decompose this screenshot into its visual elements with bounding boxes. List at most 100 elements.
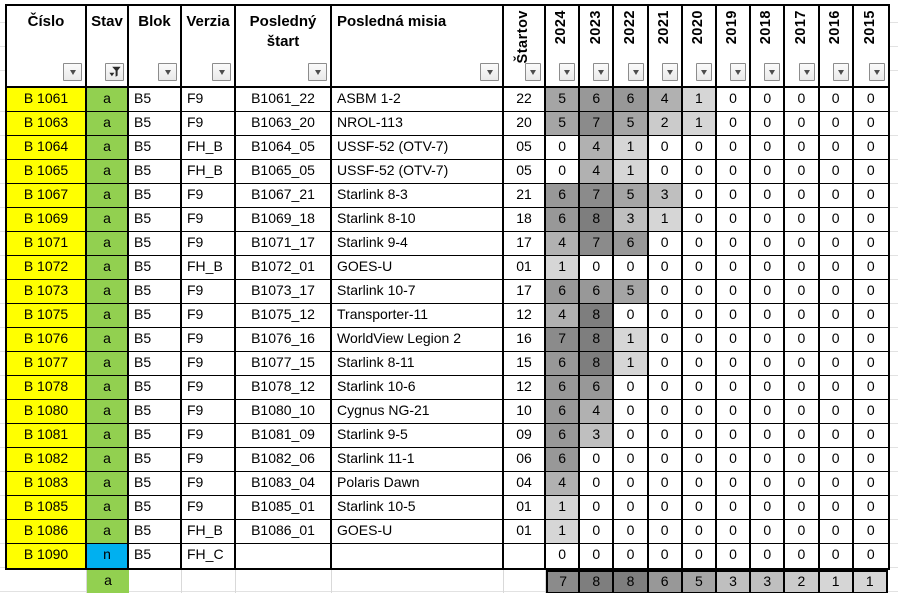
cell-year-2024[interactable]: 6: [546, 208, 581, 232]
cell-last-launch[interactable]: B1063_20: [236, 112, 332, 136]
cell-year-2020[interactable]: 0: [682, 280, 717, 304]
cell-year-2018[interactable]: 0: [751, 496, 786, 520]
cell-last-mission[interactable]: USSF-52 (OTV-7): [332, 160, 504, 184]
summary-stav-cell[interactable]: a: [87, 570, 129, 593]
cell-year-2024[interactable]: 7: [546, 328, 581, 352]
cell-launch-count[interactable]: 21: [504, 184, 546, 208]
cell-stav[interactable]: a: [87, 112, 129, 136]
cell-year-2015[interactable]: 0: [853, 496, 888, 520]
cell-blok[interactable]: B5: [129, 496, 182, 520]
cell-year-2020[interactable]: 0: [682, 424, 717, 448]
cell-stav[interactable]: a: [87, 208, 129, 232]
cell-year-2016[interactable]: 0: [819, 376, 854, 400]
cell-last-mission[interactable]: Starlink 8-3: [332, 184, 504, 208]
cell-launch-count[interactable]: 12: [504, 376, 546, 400]
cell-year-2020[interactable]: 0: [682, 232, 717, 256]
cell-blok[interactable]: B5: [129, 328, 182, 352]
cell-year-2019[interactable]: 0: [716, 136, 752, 160]
cell-year-2019[interactable]: 0: [716, 184, 752, 208]
column-header-year-2024[interactable]: 2024: [546, 6, 581, 88]
cell-launch-count[interactable]: 06: [504, 448, 546, 472]
cell-year-2022[interactable]: 6: [614, 88, 649, 112]
cell-stav[interactable]: a: [87, 88, 129, 112]
cell-year-2018[interactable]: 0: [751, 544, 786, 568]
cell-year-2015[interactable]: 0: [853, 88, 888, 112]
cell-launch-count[interactable]: 04: [504, 472, 546, 496]
cell-last-launch[interactable]: B1076_16: [236, 328, 332, 352]
cell-blok[interactable]: B5: [129, 376, 182, 400]
cell-last-mission[interactable]: Starlink 9-5: [332, 424, 504, 448]
cell-year-2024[interactable]: 6: [546, 448, 581, 472]
cell-stav[interactable]: a: [87, 232, 129, 256]
cell-year-2017[interactable]: 0: [785, 184, 820, 208]
cell-year-2020[interactable]: 1: [682, 112, 717, 136]
cell-cislo[interactable]: B 1063: [7, 112, 87, 136]
cell-year-2020[interactable]: 0: [682, 136, 717, 160]
cell-verzia[interactable]: F9: [182, 184, 236, 208]
cell-last-launch[interactable]: [236, 544, 332, 568]
cell-year-2021[interactable]: 0: [648, 496, 683, 520]
cell-year-2024[interactable]: 5: [546, 112, 581, 136]
filter-button-stav[interactable]: [105, 63, 124, 81]
cell-year-2016[interactable]: 0: [819, 328, 854, 352]
cell-year-2018[interactable]: 0: [751, 424, 786, 448]
cell-year-2015[interactable]: 0: [853, 472, 888, 496]
cell-year-2017[interactable]: 0: [785, 544, 820, 568]
cell-verzia[interactable]: F9: [182, 496, 236, 520]
cell-year-2022[interactable]: 3: [614, 208, 649, 232]
cell-last-launch[interactable]: B1083_04: [236, 472, 332, 496]
cell-year-2023[interactable]: 3: [580, 424, 615, 448]
cell-cislo[interactable]: B 1065: [7, 160, 87, 184]
cell-year-2016[interactable]: 0: [819, 112, 854, 136]
cell-year-2016[interactable]: 0: [819, 136, 854, 160]
summary-year-2022[interactable]: 8: [614, 570, 649, 593]
summary-last-mission-cell[interactable]: [332, 570, 504, 593]
cell-year-2024[interactable]: 1: [546, 496, 581, 520]
cell-verzia[interactable]: FH_B: [182, 160, 236, 184]
cell-year-2016[interactable]: 0: [819, 256, 854, 280]
filter-button-year-2023[interactable]: [593, 63, 610, 81]
cell-stav[interactable]: a: [87, 256, 129, 280]
cell-verzia[interactable]: FH_C: [182, 544, 236, 568]
column-header-year-2020[interactable]: 2020: [682, 6, 717, 88]
cell-year-2020[interactable]: 0: [682, 400, 717, 424]
cell-year-2019[interactable]: 0: [716, 232, 752, 256]
cell-year-2020[interactable]: 0: [682, 544, 717, 568]
cell-year-2020[interactable]: 0: [682, 448, 717, 472]
cell-year-2020[interactable]: 0: [682, 352, 717, 376]
cell-stav[interactable]: a: [87, 184, 129, 208]
cell-cislo[interactable]: B 1077: [7, 352, 87, 376]
cell-launch-count[interactable]: 18: [504, 208, 546, 232]
cell-year-2021[interactable]: 4: [648, 88, 683, 112]
cell-cislo[interactable]: B 1073: [7, 280, 87, 304]
cell-year-2017[interactable]: 0: [785, 88, 820, 112]
cell-year-2024[interactable]: 1: [546, 520, 581, 544]
cell-year-2022[interactable]: 1: [614, 352, 649, 376]
cell-launch-count[interactable]: 22: [504, 88, 546, 112]
cell-last-mission[interactable]: Starlink 10-7: [332, 280, 504, 304]
cell-year-2021[interactable]: 0: [648, 544, 683, 568]
cell-verzia[interactable]: F9: [182, 280, 236, 304]
cell-year-2023[interactable]: 7: [580, 184, 615, 208]
cell-launch-count[interactable]: 12: [504, 304, 546, 328]
cell-cislo[interactable]: B 1078: [7, 376, 87, 400]
cell-year-2021[interactable]: 0: [648, 160, 683, 184]
cell-year-2023[interactable]: 0: [580, 544, 615, 568]
cell-year-2018[interactable]: 0: [751, 304, 786, 328]
summary-launch-count-cell[interactable]: [504, 570, 546, 593]
summary-year-2021[interactable]: 6: [648, 570, 683, 593]
cell-cislo[interactable]: B 1083: [7, 472, 87, 496]
cell-year-2016[interactable]: 0: [819, 496, 854, 520]
column-header-verzia[interactable]: Verzia: [182, 6, 236, 88]
cell-year-2015[interactable]: 0: [853, 280, 888, 304]
cell-year-2019[interactable]: 0: [716, 304, 752, 328]
filter-button-year-2015[interactable]: [868, 63, 885, 81]
cell-last-mission[interactable]: USSF-52 (OTV-7): [332, 136, 504, 160]
cell-blok[interactable]: B5: [129, 88, 182, 112]
cell-year-2024[interactable]: 6: [546, 376, 581, 400]
cell-last-mission[interactable]: Starlink 10-6: [332, 376, 504, 400]
cell-year-2022[interactable]: 1: [614, 328, 649, 352]
cell-launch-count[interactable]: 01: [504, 496, 546, 520]
cell-launch-count[interactable]: 16: [504, 328, 546, 352]
cell-cislo[interactable]: B 1075: [7, 304, 87, 328]
